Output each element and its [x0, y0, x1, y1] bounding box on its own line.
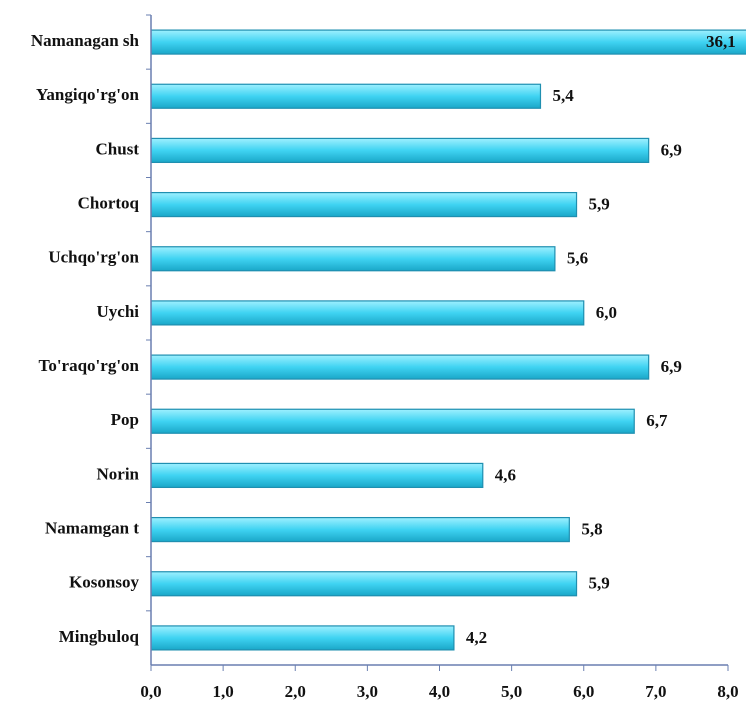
- y-tick-label: Chust: [96, 139, 140, 158]
- bar: [151, 29, 746, 55]
- y-tick-label: To'raqo'rg'on: [39, 356, 140, 375]
- y-tick-label: Chortoq: [78, 193, 140, 212]
- bar: [151, 191, 578, 218]
- value-label: 6,0: [596, 303, 617, 322]
- x-tick-label: 2,0: [285, 682, 306, 701]
- value-label: 6,9: [661, 140, 682, 159]
- y-tick-label: Norin: [97, 464, 140, 483]
- bar: [151, 300, 585, 326]
- bar: [151, 625, 455, 651]
- x-tick-label: 3,0: [357, 682, 378, 701]
- x-tick-label: 6,0: [573, 682, 594, 701]
- y-tick-label: Kosonsoy: [69, 573, 139, 592]
- x-tick-label: 4,0: [429, 682, 450, 701]
- x-tick-label: 0,0: [140, 682, 161, 701]
- value-label: 5,6: [567, 249, 588, 268]
- bar: [151, 246, 556, 272]
- x-tick-label: 5,0: [501, 682, 522, 701]
- bar: [151, 354, 650, 380]
- value-label: 5,9: [589, 194, 610, 213]
- x-tick-label: 7,0: [645, 682, 666, 701]
- bar: [151, 83, 542, 109]
- bar: [151, 462, 484, 489]
- value-label: 4,6: [495, 465, 516, 484]
- x-tick-label: 1,0: [213, 682, 234, 701]
- y-tick-label: Mingbuloq: [59, 627, 140, 646]
- value-label: 6,9: [661, 357, 682, 376]
- y-tick-label: Namanagan sh: [31, 31, 140, 50]
- y-tick-label: Uychi: [97, 302, 140, 321]
- value-label: 5,9: [589, 574, 610, 593]
- value-label: 4,2: [466, 628, 487, 647]
- value-label: 5,4: [552, 86, 574, 105]
- value-label: 5,8: [581, 519, 602, 538]
- y-tick-label: Namamgan t: [45, 518, 139, 537]
- y-tick-label: Yangiqo'rg'on: [36, 85, 140, 104]
- x-tick-label: 8,0: [717, 682, 738, 701]
- bar: [151, 516, 570, 543]
- y-tick-label: Uchqo'rg'on: [48, 248, 139, 267]
- value-label: 6,7: [646, 411, 668, 430]
- value-label: 36,1: [706, 32, 736, 51]
- bar: [151, 571, 578, 597]
- y-tick-label: Pop: [111, 410, 139, 429]
- bar: [151, 137, 650, 164]
- bar: [151, 408, 635, 434]
